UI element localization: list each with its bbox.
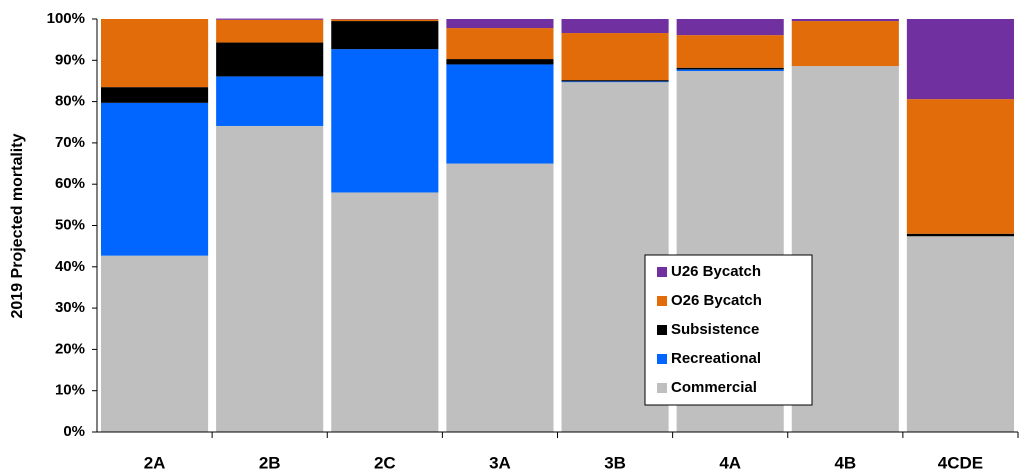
- bar-segment: [561, 19, 669, 34]
- bar-segment: [561, 80, 669, 82]
- legend-box: [644, 254, 813, 406]
- legend-label: Commercial: [671, 379, 757, 396]
- bar-segment: [906, 236, 1014, 432]
- y-tick-label: 90%: [55, 51, 85, 68]
- bar-segment: [446, 64, 554, 164]
- bar-segment: [331, 19, 439, 22]
- x-tick-label: 2C: [374, 453, 396, 472]
- bar-segment: [676, 19, 784, 36]
- bar-segment: [906, 233, 1014, 237]
- bar-segment: [676, 35, 784, 68]
- y-tick-label: 20%: [55, 340, 85, 357]
- bar-segment: [331, 21, 439, 50]
- bar-segment: [331, 192, 439, 432]
- y-tick-label: 70%: [55, 134, 85, 151]
- x-tick-label: 2A: [144, 453, 166, 472]
- x-tick-label: 4A: [719, 453, 741, 472]
- bar-segment: [101, 255, 209, 432]
- legend-swatch: [657, 267, 667, 277]
- bar-segment: [446, 59, 554, 65]
- legend-label: Recreational: [671, 350, 761, 367]
- bar-segment: [676, 67, 784, 70]
- bar-segment: [791, 21, 899, 67]
- bar-segment: [561, 81, 669, 83]
- bar-segment: [216, 42, 324, 77]
- bar-segment: [216, 19, 324, 43]
- y-tick-label: 30%: [55, 299, 85, 316]
- y-tick-label: 10%: [55, 382, 85, 399]
- y-tick-label: 100%: [47, 10, 85, 27]
- legend-swatch: [657, 383, 667, 393]
- x-tick-label: 4CDE: [938, 453, 983, 472]
- bar-segment: [791, 19, 899, 22]
- y-tick-label: 40%: [55, 258, 85, 275]
- bar-segment: [101, 102, 209, 256]
- bar-segment: [331, 49, 439, 193]
- bar-segment: [101, 87, 209, 103]
- y-tick-label: 80%: [55, 93, 85, 110]
- bar-segment: [216, 125, 324, 432]
- bar-segment: [906, 99, 1014, 234]
- y-tick-label: 50%: [55, 216, 85, 233]
- bar-segment: [101, 19, 209, 88]
- x-tick-label: 3B: [604, 453, 626, 472]
- bar-segment: [906, 19, 1014, 100]
- bar-segment: [676, 69, 784, 72]
- x-tick-label: 4B: [834, 453, 856, 472]
- legend-label: O26 Bycatch: [671, 292, 762, 309]
- legend-swatch: [657, 325, 667, 335]
- x-tick-label: 3A: [489, 453, 511, 472]
- y-tick-label: 60%: [55, 175, 85, 192]
- bar-segment: [216, 18, 324, 20]
- y-axis-title: 2019 Projected mortality: [9, 133, 26, 318]
- bar-segment: [446, 163, 554, 433]
- y-tick-label: 0%: [63, 423, 85, 440]
- bar-segment: [446, 28, 554, 60]
- bar-segment: [561, 33, 669, 81]
- bar-segment: [446, 19, 554, 29]
- legend-swatch: [657, 296, 667, 306]
- x-tick-label: 2B: [259, 453, 281, 472]
- legend-swatch: [657, 354, 667, 364]
- legend-label: Subsistence: [671, 321, 759, 338]
- legend-label: U26 Bycatch: [671, 263, 761, 280]
- bar-segment: [216, 76, 324, 126]
